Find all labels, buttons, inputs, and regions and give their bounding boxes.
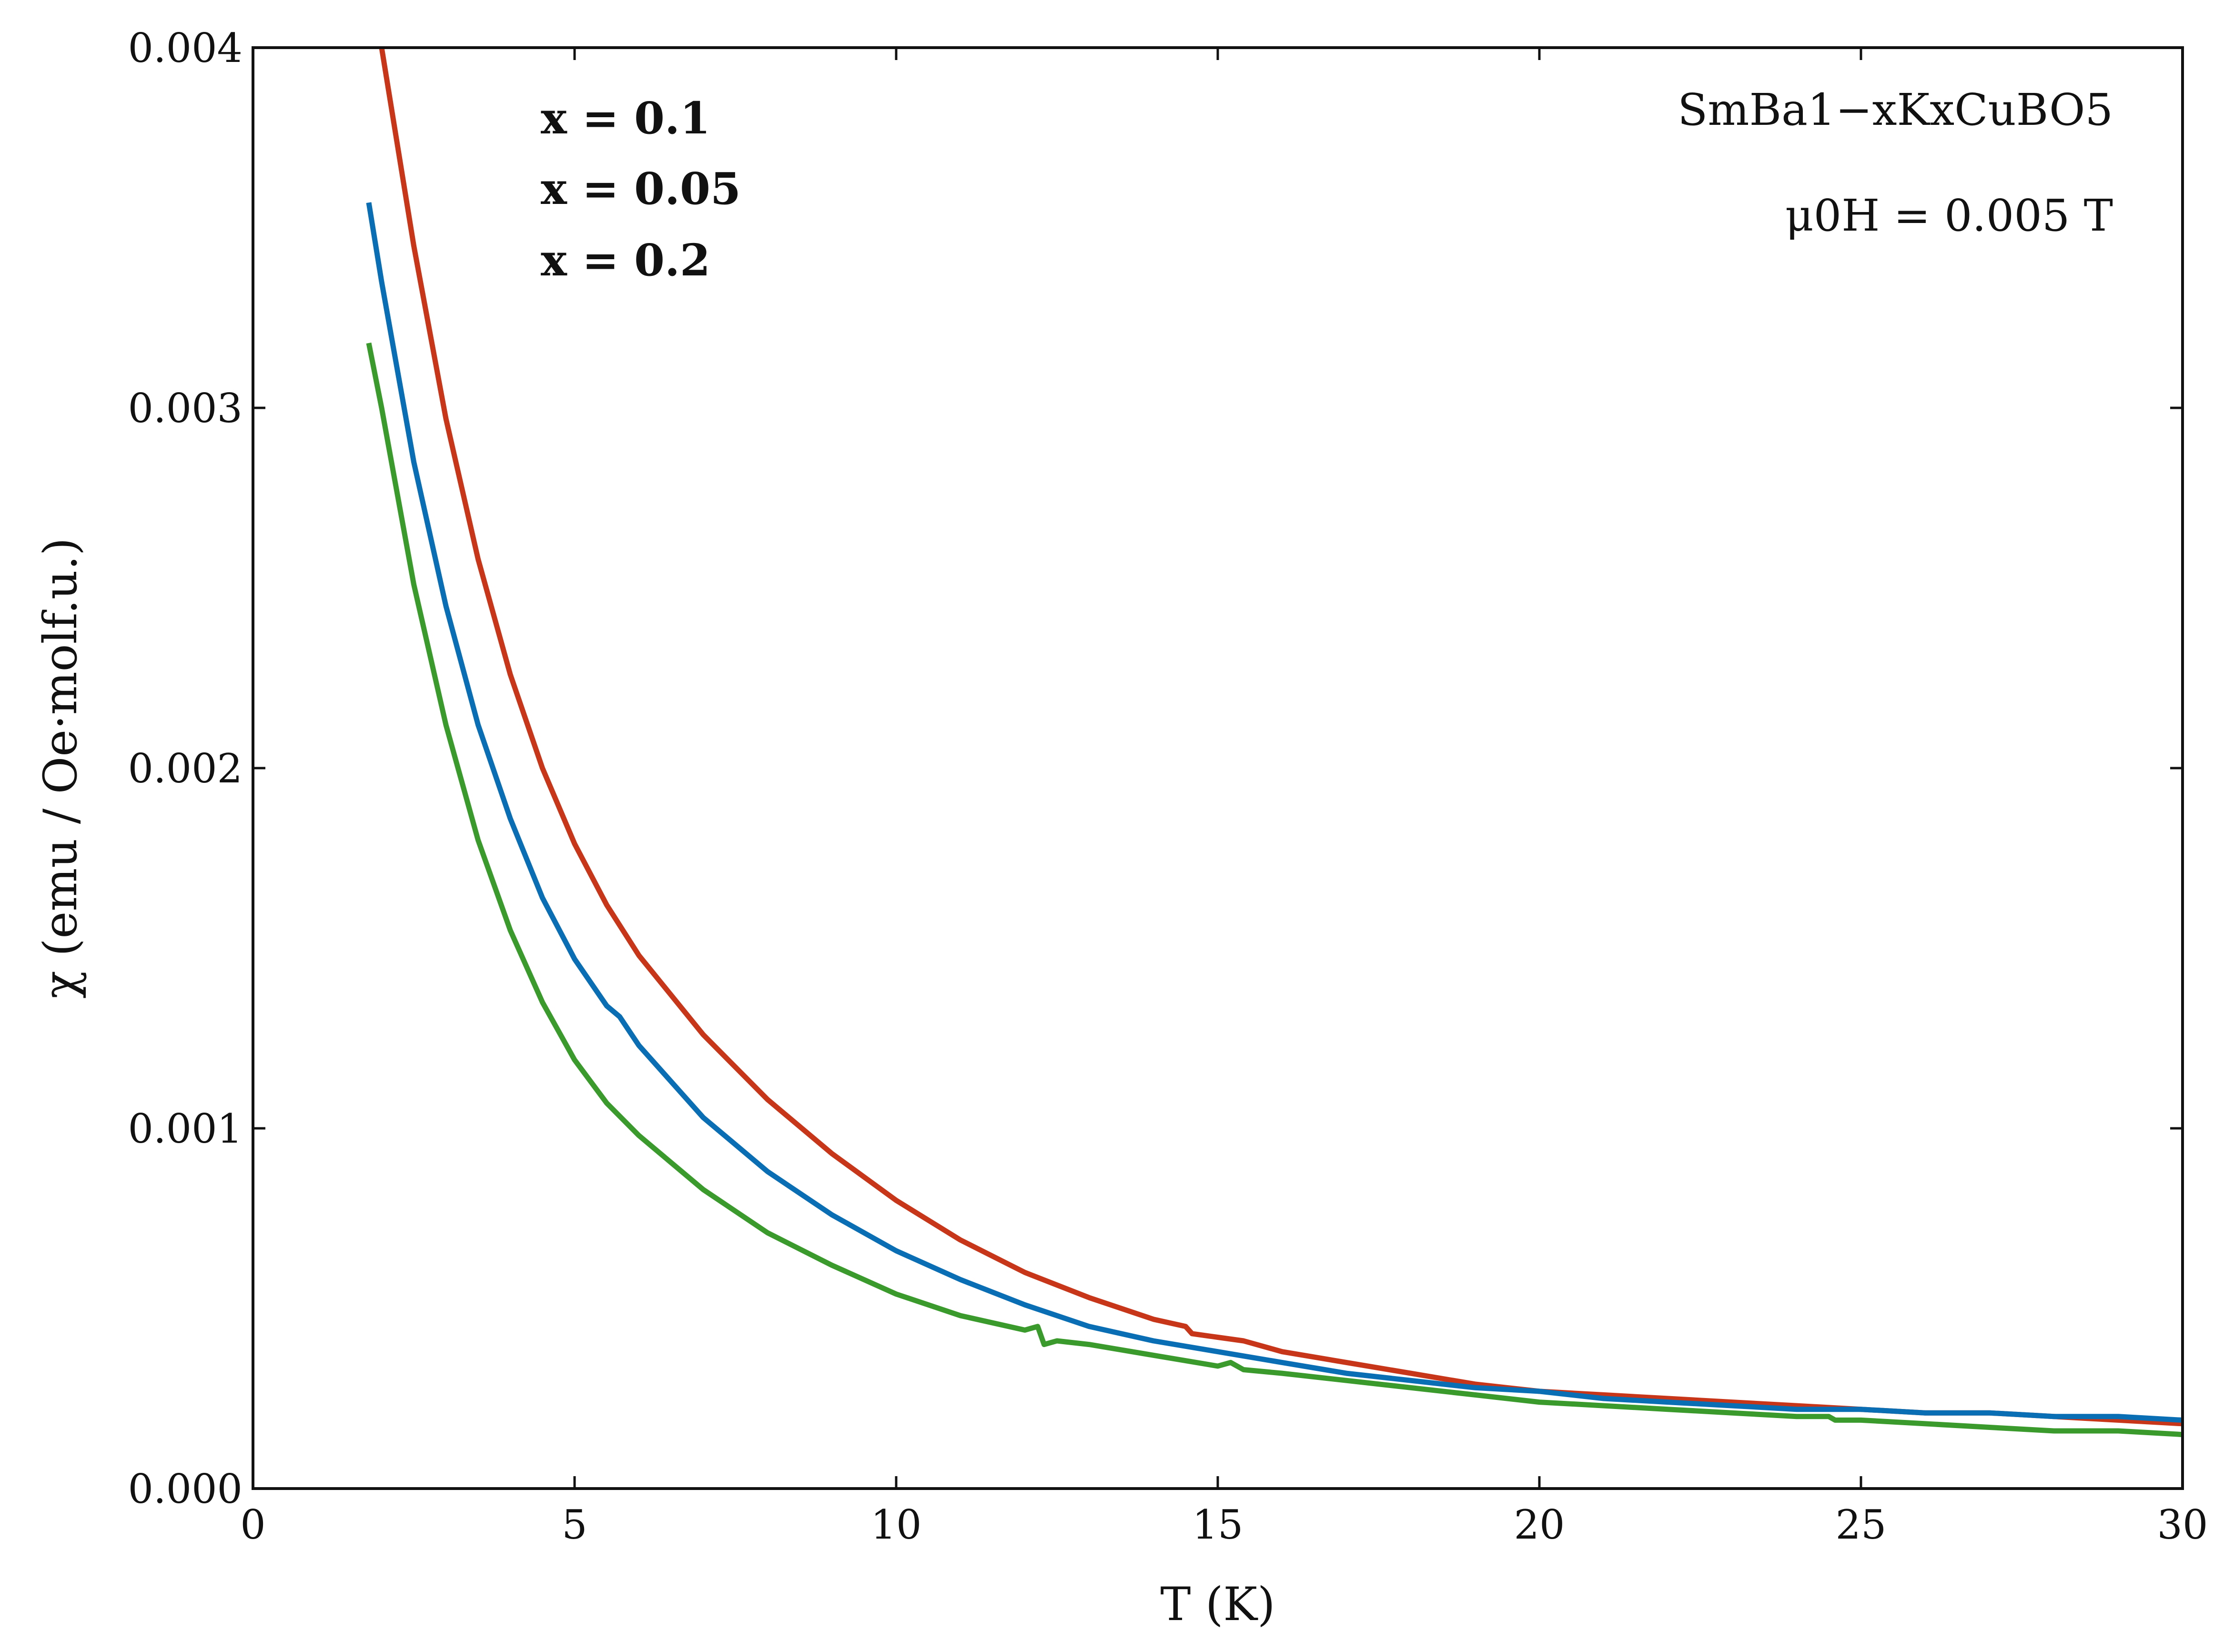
y-tick-label-3: 0.003 <box>128 385 243 432</box>
x-axis-title: T (K) <box>1160 1578 1275 1631</box>
series-layer <box>366 47 2183 1438</box>
y-tick-label-4: 0.004 <box>128 25 243 71</box>
field-annotation: μ0H = 0.005 T <box>1785 190 2113 241</box>
y-tick-label-2: 0.002 <box>128 745 243 792</box>
x-tick-label-3: 15 <box>1193 1501 1243 1548</box>
x-tick-label-1: 5 <box>562 1501 587 1548</box>
series-line-0 <box>379 47 2183 1427</box>
series-line-2 <box>366 342 2183 1438</box>
x-tick-label-0: 0 <box>240 1501 265 1548</box>
legend: x = 0.1 x = 0.05 x = 0.2 <box>541 92 741 286</box>
y-axis-title: χ (emu / Oe·molf.u.) <box>34 537 87 998</box>
legend-entry-1: x = 0.05 <box>541 163 741 214</box>
legend-entry-0: x = 0.1 <box>541 92 710 144</box>
x-tick-label-5: 25 <box>1836 1501 1887 1548</box>
x-tick-label-6: 30 <box>2157 1501 2208 1548</box>
legend-entry-2: x = 0.2 <box>541 234 710 286</box>
x-tick-label-2: 10 <box>871 1501 922 1548</box>
labels-layer: 0 5 10 15 20 25 30 0.000 0.001 0.002 0.003 0.004 <box>128 25 2208 1548</box>
x-tick-label-4: 20 <box>1514 1501 1565 1548</box>
series-line-1 <box>366 202 2183 1423</box>
y-tick-label-0: 0.000 <box>128 1466 243 1512</box>
y-tick-label-1: 0.001 <box>128 1105 243 1152</box>
compound-annotation: SmBa1−xKxCuBO5 <box>1678 84 2113 135</box>
plot-frame <box>252 46 2184 1490</box>
